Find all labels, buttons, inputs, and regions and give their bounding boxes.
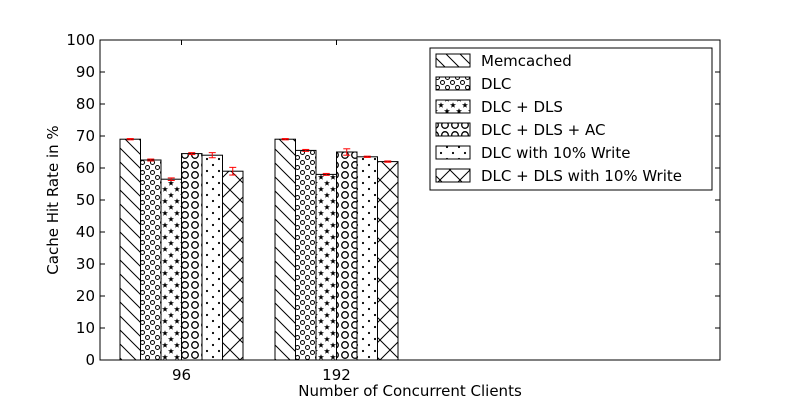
- y-tick-label: 30: [76, 255, 95, 273]
- y-tick-label: 90: [76, 63, 95, 81]
- bar: [315, 173, 337, 361]
- legend-label: Memcached: [481, 52, 572, 70]
- bar: [119, 138, 141, 361]
- legend-label: DLC with 10% Write: [481, 144, 630, 162]
- legend-swatch: [435, 122, 471, 137]
- bar: [356, 156, 378, 361]
- legend-swatch: [435, 76, 471, 91]
- legend-box: [429, 47, 713, 191]
- bar: [377, 161, 399, 361]
- x-tick-label: 192: [322, 366, 351, 384]
- legend-swatch: [435, 99, 471, 114]
- legend-label: DLC + DLS + AC: [481, 121, 606, 139]
- bar: [140, 159, 162, 361]
- bar: [201, 154, 223, 361]
- x-axis-label: Number of Concurrent Clients: [298, 382, 522, 400]
- y-tick-label: 40: [76, 223, 95, 241]
- bar: [160, 178, 182, 361]
- bar: [222, 170, 244, 361]
- legend-label: DLC + DLS: [481, 98, 563, 116]
- legend-swatch: [435, 168, 471, 183]
- y-tick-label: 60: [76, 159, 95, 177]
- bar: [336, 151, 358, 361]
- bar: [181, 153, 203, 361]
- bar: [274, 138, 296, 361]
- legend-label: DLC + DLS with 10% Write: [481, 167, 682, 185]
- y-axis-label: Cache Hit Rate in %: [44, 125, 62, 274]
- legend-swatch: [435, 145, 471, 160]
- y-tick-label: 80: [76, 95, 95, 113]
- y-tick-label: 100: [66, 31, 95, 49]
- y-tick-label: 10: [76, 319, 95, 337]
- y-tick-label: 70: [76, 127, 95, 145]
- bar: [295, 149, 317, 361]
- legend-swatch: [435, 53, 471, 68]
- y-tick-label: 50: [76, 191, 95, 209]
- legend: Memcached DLC DLC + DLS DLC + DLS + AC DLC w…: [429, 47, 713, 191]
- x-tick-label: 96: [172, 366, 191, 384]
- y-tick-label: 0: [85, 351, 95, 369]
- legend-label: DLC: [481, 75, 511, 93]
- y-tick-label: 20: [76, 287, 95, 305]
